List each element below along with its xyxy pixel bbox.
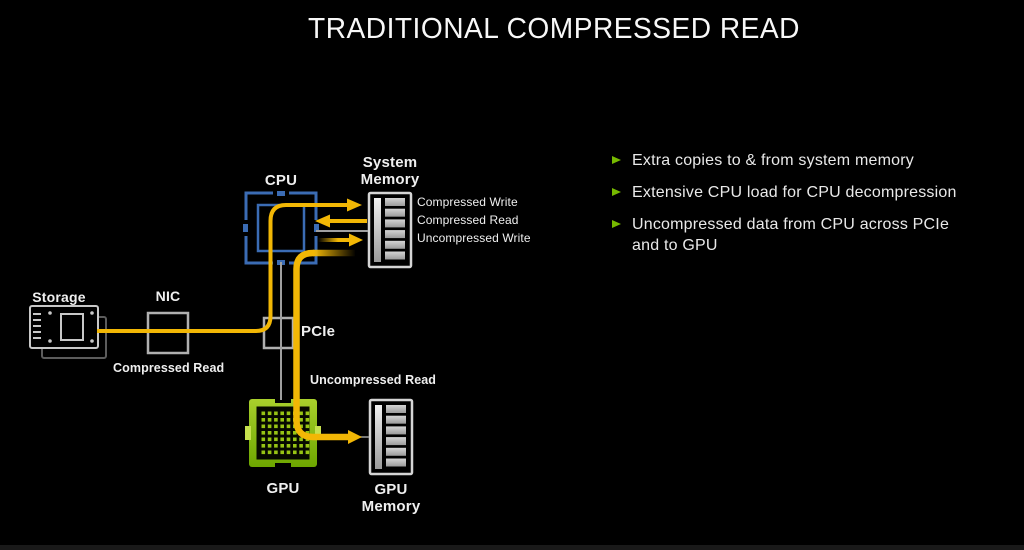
bullet-triangle-icon — [612, 188, 621, 196]
bullet-item: Extensive CPU load for CPU decompression — [612, 182, 1004, 203]
bullet-item: Uncompressed data from CPU across PCIe a… — [612, 214, 1004, 256]
gpu-icon — [245, 395, 321, 471]
gpu-memory-icon — [368, 398, 414, 476]
cpu-label: CPU — [264, 172, 298, 189]
gpu-memory-label: GPU Memory — [361, 481, 421, 516]
bullet-triangle-icon — [612, 156, 621, 164]
storage-icon — [29, 305, 107, 359]
bottom-bar — [0, 545, 1024, 550]
compressed-write-label: Compressed Write — [417, 195, 518, 209]
flow-uncompressed-read — [293, 249, 362, 444]
system-memory-label: System Memory — [360, 154, 420, 189]
flow-compressed-write — [97, 198, 362, 333]
gpu-label: GPU — [266, 480, 300, 497]
storage-label: Storage — [32, 289, 86, 305]
compressed-read-label: Compressed Read — [417, 213, 519, 227]
nic-label: NIC — [155, 288, 181, 304]
bullet-list: Extra copies to & from system memory Ext… — [612, 150, 1004, 267]
page-title: TRADITIONAL COMPRESSED READ — [308, 13, 800, 45]
bullet-text: Uncompressed data from CPU across PCIe a… — [632, 216, 950, 254]
gpu-uncompressed-read-label: Uncompressed Read — [310, 373, 437, 387]
pcie-icon — [262, 316, 295, 350]
bullet-item: Extra copies to & from system memory — [612, 150, 1004, 171]
flow-compressed-read — [315, 214, 367, 228]
system-memory-icon — [367, 191, 413, 269]
pcie-label: PCIe — [301, 323, 336, 340]
bullet-text: Extensive CPU load for CPU decompression — [632, 184, 957, 201]
bullet-text: Extra copies to & from system memory — [632, 152, 914, 169]
storage-compressed-read-label: Compressed Read — [113, 361, 225, 375]
flow-uncompressed-write — [318, 233, 363, 247]
uncompressed-write-label: Uncompressed Write — [417, 231, 531, 245]
bullet-triangle-icon — [612, 220, 621, 228]
